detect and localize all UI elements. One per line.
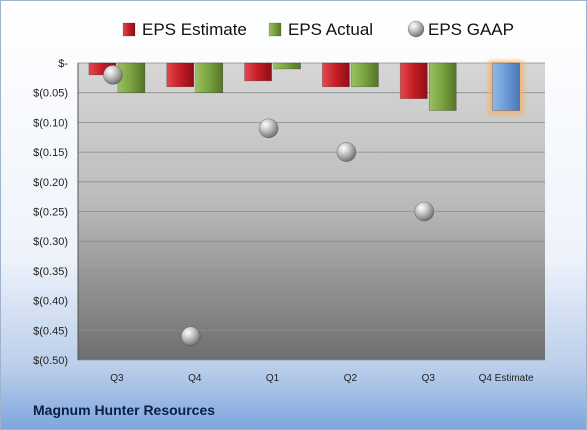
eps-estimate-bar: [322, 62, 350, 88]
legend-eps-estimate-swatch: [122, 22, 136, 37]
eps-actual-bar: [351, 62, 379, 88]
grid-lines: [78, 62, 545, 361]
y-tick-label: $(0.30): [33, 236, 68, 248]
eps-actual-bar: [195, 62, 224, 94]
y-tick-label: $(0.25): [33, 207, 68, 219]
x-tick-label: Q4: [188, 373, 202, 384]
bar-series: [88, 61, 524, 115]
y-tick-label: $(0.05): [33, 88, 68, 100]
eps-gaap-point: [258, 118, 279, 139]
eps-gaap-point: [103, 65, 123, 85]
eps-gaap-point: [336, 142, 357, 162]
x-tick-label: Q3: [422, 373, 436, 384]
y-tick-label: $(0.20): [33, 177, 68, 189]
gaap-points: [103, 65, 435, 347]
x-tick-label: Q1: [266, 373, 280, 384]
eps-estimate-bar: [166, 62, 195, 88]
company-name: Magnum Hunter Resources: [33, 402, 216, 418]
legend-eps-actual-swatch: [268, 22, 282, 37]
eps-estimate-bar: [399, 62, 428, 99]
legend-eps-gaap-swatch: [407, 20, 425, 38]
q4-estimate-bar: [492, 62, 520, 111]
eps-chart: EPS Estimate EPS Actual EPS GAAP $- $(0.05)…: [33, 20, 545, 384]
legend-eps-gaap-label: EPS GAAP: [428, 20, 514, 39]
eps-gaap-point: [180, 326, 201, 347]
y-tick-label: $(0.15): [33, 147, 68, 159]
y-tick-label: $(0.35): [33, 266, 68, 278]
legend-eps-actual-label: EPS Actual: [288, 20, 373, 39]
eps-actual-bar: [117, 62, 146, 94]
y-tick-label: $(0.40): [33, 296, 68, 308]
y-tick-label: $(0.45): [33, 325, 68, 337]
y-tick-label: $-: [58, 58, 68, 70]
y-tick-label: $(0.50): [33, 355, 68, 367]
x-tick-label: Q3: [110, 373, 124, 384]
y-axis: $- $(0.05) $(0.10) $(0.15) $(0.20) $(0.25) $(0…: [33, 58, 79, 367]
eps-gaap-point: [414, 201, 435, 222]
y-tick-label: $(0.10): [33, 117, 68, 129]
x-axis: Q3 Q4 Q1 Q2 Q3 Q4 Estimate: [110, 373, 534, 384]
legend-eps-estimate-label: EPS Estimate: [142, 20, 247, 39]
eps-actual-bar: [273, 62, 301, 70]
eps-estimate-bar: [244, 62, 272, 82]
x-tick-label: Q4 Estimate: [479, 373, 534, 384]
eps-actual-bar: [428, 62, 457, 111]
x-tick-label: Q2: [344, 373, 358, 384]
chart-legend: EPS Estimate EPS Actual EPS GAAP: [122, 20, 514, 39]
